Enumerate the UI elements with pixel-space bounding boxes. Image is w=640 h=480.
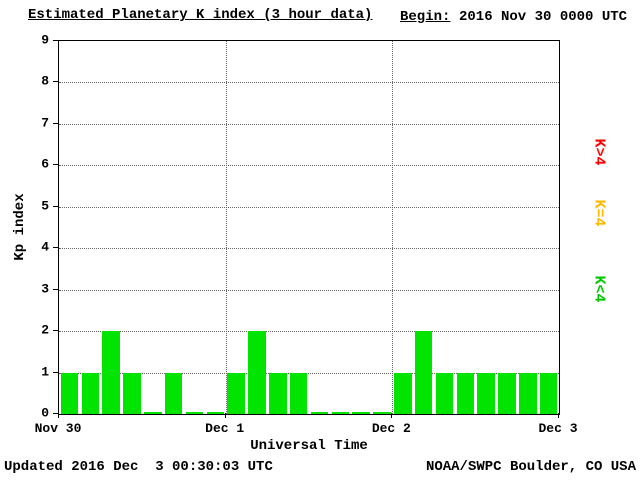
- legend-item: K>4: [590, 138, 608, 166]
- kp-bar: [248, 331, 266, 414]
- y-tick-mark: [53, 81, 58, 83]
- x-axis-label: Universal Time: [250, 438, 368, 454]
- kp-bar: [435, 372, 454, 414]
- y-tick-mark: [53, 330, 58, 332]
- gridline-horizontal: [59, 82, 559, 84]
- kp-bar: [498, 372, 516, 414]
- x-tick-label: Nov 30: [34, 421, 82, 436]
- kp-bar: [477, 372, 495, 414]
- y-axis-label: Kp index: [12, 193, 28, 261]
- x-tick-mark: [224, 413, 226, 418]
- kp-bar: [519, 372, 537, 414]
- y-tick-mark: [53, 288, 58, 290]
- gridline-horizontal: [59, 289, 559, 291]
- x-tick-mark: [391, 413, 393, 418]
- y-tick-mark: [53, 205, 58, 207]
- y-tick-label: 6: [41, 156, 49, 172]
- y-tick-label: 9: [41, 32, 49, 48]
- kp-bar: [352, 412, 370, 414]
- source-attribution: NOAA/SWPC Boulder, CO USA: [425, 459, 636, 475]
- gridline-horizontal: [59, 248, 559, 250]
- y-tick-label: 1: [41, 364, 49, 380]
- kp-bar: [269, 372, 287, 414]
- kp-bar: [310, 412, 329, 414]
- gridline-horizontal: [59, 165, 559, 167]
- kp-bar: [206, 412, 224, 414]
- plot-area: [58, 40, 560, 415]
- y-tick-label: 2: [41, 322, 49, 338]
- chart-title: Estimated Planetary K index (3 hour data…: [28, 7, 373, 23]
- kp-bar: [227, 372, 245, 414]
- x-tick-mark: [58, 413, 59, 418]
- kp-bar: [539, 372, 558, 414]
- y-tick-label: 3: [41, 281, 49, 297]
- kp-bar: [81, 372, 99, 414]
- y-tick-mark: [53, 40, 58, 41]
- y-tick-label: 8: [41, 73, 49, 89]
- x-tick-label: Dec 1: [205, 421, 245, 436]
- kp-bar: [164, 372, 183, 414]
- gridline-vertical: [392, 41, 394, 414]
- kp-bar: [394, 372, 412, 414]
- y-tick-mark: [53, 247, 58, 249]
- kp-bar: [60, 372, 79, 414]
- y-tick-mark: [53, 413, 58, 414]
- y-tick-label: 7: [41, 115, 49, 131]
- kp-bar: [456, 372, 474, 414]
- updated-timestamp: Updated 2016 Dec 3 00:30:03 UTC: [4, 459, 273, 475]
- kp-bar: [289, 372, 308, 414]
- y-tick-label: 0: [41, 405, 49, 421]
- y-tick-mark: [53, 164, 58, 166]
- x-tick-label: Dec 3: [538, 421, 578, 436]
- begin-value: 2016 Nov 30 0000 UTC: [459, 9, 628, 25]
- gridline-horizontal: [59, 206, 559, 208]
- gridline-horizontal: [59, 372, 559, 374]
- gridline-vertical: [225, 41, 227, 414]
- kp-bar: [414, 331, 433, 414]
- y-tick-mark: [53, 371, 58, 373]
- kp-bar: [185, 412, 204, 414]
- kp-bar: [144, 412, 162, 414]
- legend-item: K=4: [590, 199, 608, 227]
- legend-item: K<4: [590, 275, 608, 303]
- y-tick-label: 4: [41, 239, 49, 255]
- kp-bar: [102, 331, 120, 414]
- y-tick-label: 5: [41, 198, 49, 214]
- y-tick-mark: [53, 122, 58, 124]
- x-tick-mark: [558, 413, 559, 418]
- gridline-horizontal: [59, 331, 559, 333]
- kp-bar: [123, 372, 141, 414]
- kp-bar: [331, 412, 349, 414]
- begin-label: Begin:: [400, 9, 451, 25]
- x-tick-label: Dec 2: [371, 421, 411, 436]
- gridline-horizontal: [59, 123, 559, 125]
- kp-bar: [373, 412, 391, 414]
